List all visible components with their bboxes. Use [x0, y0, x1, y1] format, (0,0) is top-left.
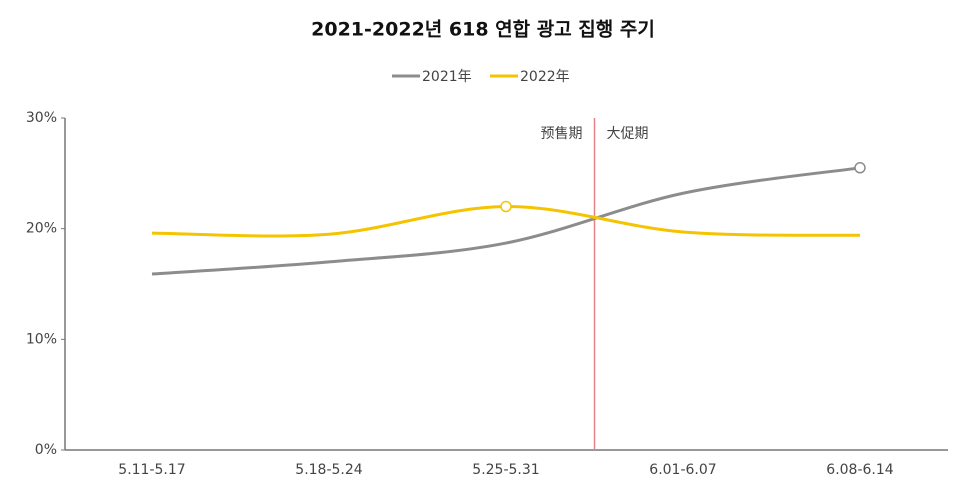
y-tick-label: 10% [26, 331, 57, 347]
x-tick-label: 6.08-6.14 [826, 462, 893, 478]
x-tick-label: 5.18-5.24 [295, 462, 362, 478]
x-tick-label: 6.01-6.07 [649, 462, 716, 478]
legend-label: 2022年 [520, 69, 570, 85]
phase-label: 大促期 [607, 126, 649, 142]
y-tick-label: 20% [26, 221, 57, 237]
y-tick-label: 30% [26, 110, 57, 126]
x-tick-label: 5.25-5.31 [472, 462, 539, 478]
x-tick-label: 5.11-5.17 [118, 462, 185, 478]
chart-title: 2021-2022년 618 연합 광고 집행 주기 [311, 19, 655, 41]
y-tick-label: 0% [35, 442, 57, 458]
legend-label: 2021年 [422, 69, 472, 85]
point-marker [854, 162, 866, 174]
point-marker [500, 200, 512, 213]
series-line [151, 166, 861, 276]
phase-label: 预售期 [541, 126, 583, 142]
